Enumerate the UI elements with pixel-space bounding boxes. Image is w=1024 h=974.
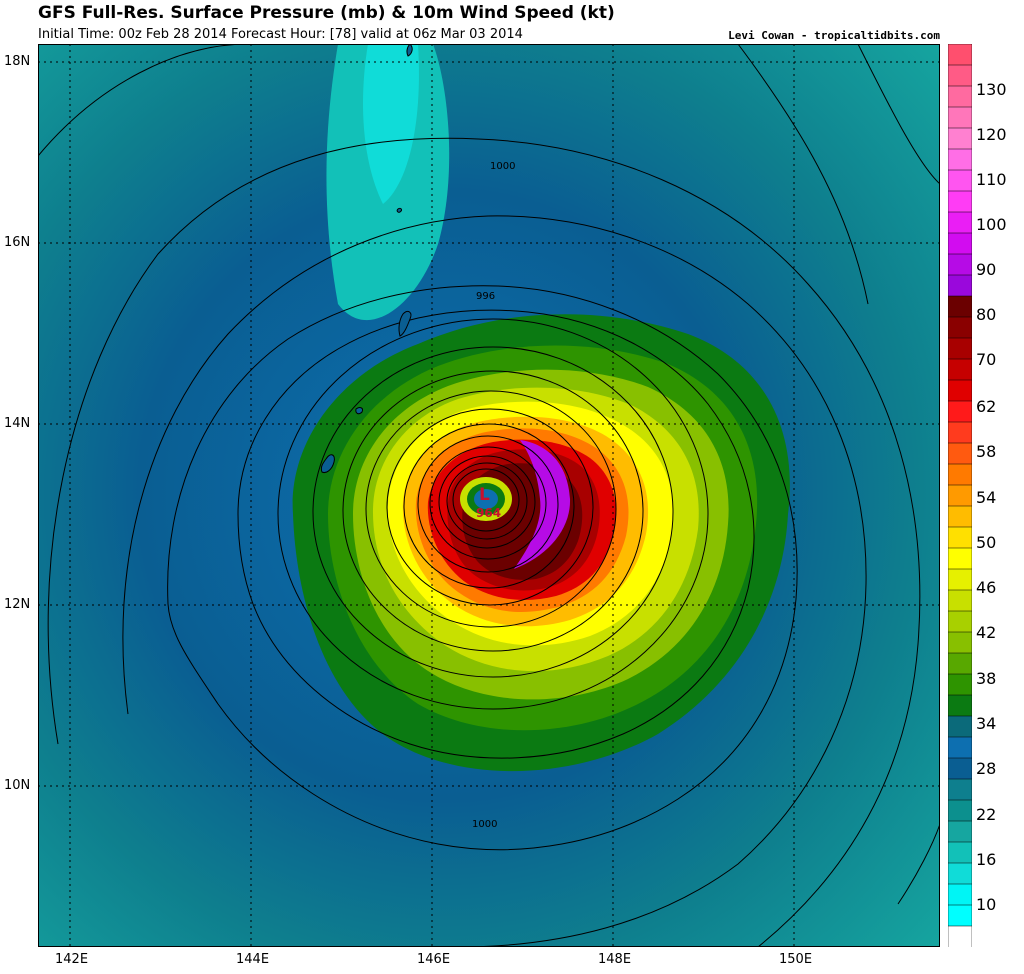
colorbar-label: 28 [976,759,997,778]
colorbar-cell [948,169,972,192]
colorbar-cell [948,736,972,759]
colorbar-label: 46 [976,578,997,597]
colorbar-cell [948,358,972,381]
colorbar-cell [948,379,972,402]
colorbar-label: 130 [976,80,1007,99]
colorbar-cell [948,820,972,843]
map-panel [38,44,940,947]
colorbar-label: 42 [976,623,997,642]
colorbar-cell [948,211,972,234]
colorbar-cell [948,526,972,549]
colorbar-cell [948,148,972,171]
isobar-label-1000-south: 1000 [472,819,498,830]
colorbar-cell [948,862,972,885]
colorbar-cell [948,190,972,213]
colorbar-cell [948,505,972,528]
colorbar-cell [948,904,972,927]
colorbar-label: 50 [976,533,997,552]
colorbar-label: 70 [976,350,997,369]
colorbar-cell [948,547,972,570]
colorbar-cell [948,610,972,633]
lon-label-142e: 142E [55,952,89,967]
lat-label-16n: 16N [4,235,31,250]
eye-center [474,489,498,509]
colorbar-label: 80 [976,305,997,324]
islands [320,44,413,473]
colorbar-cell [948,106,972,129]
map-title: GFS Full-Res. Surface Pressure (mb) & 10… [38,3,615,23]
colorbar-cell [948,274,972,297]
colorbar-cell [948,295,972,318]
lat-label-10n: 10N [4,778,31,793]
colorbar-label: 120 [976,125,1007,144]
wind-70kt [514,440,571,569]
colorbar-cell [948,568,972,591]
lat-label-14n: 14N [4,416,31,431]
colorbar-cell [948,44,972,66]
colorbar-cell [948,694,972,717]
low-center-symbol: L [479,485,490,505]
colorbar-cell [948,421,972,444]
colorbar-label: 16 [976,850,997,869]
low-center-pressure: 964 [476,506,502,520]
colorbar-cell [948,883,972,906]
colorbar-cell [948,652,972,675]
colorbar-cell [948,127,972,150]
colorbar-label: 54 [976,488,997,507]
colorbar-cell [948,925,972,947]
colorbar-cell [948,673,972,696]
colorbar-cell [948,841,972,864]
lat-label-12n: 12N [4,597,31,612]
colorbar-label: 90 [976,260,997,279]
colorbar-cell [948,757,972,780]
lon-label-144e: 144E [236,952,270,967]
colorbar-label: 38 [976,669,997,688]
colorbar-cells [948,44,972,947]
colorbar-cell [948,232,972,255]
colorbar-cell [948,589,972,612]
colorbar-cell [948,64,972,87]
colorbar-cell [948,799,972,822]
colorbar-cell [948,337,972,360]
isobar-label-996: 996 [476,291,496,302]
lat-label-18n: 18N [4,54,31,69]
colorbar-label: 110 [976,170,1007,189]
wind-band-lightcyan [363,44,419,204]
lon-label-146e: 146E [417,952,451,967]
colorbar-label: 62 [976,397,997,416]
colorbar-cell [948,715,972,738]
map-subtitle: Initial Time: 00z Feb 28 2014 Forecast H… [38,27,523,42]
colorbar-cell [948,253,972,276]
colorbar-label: 34 [976,714,997,733]
graticule [38,44,940,947]
colorbar-label: 10 [976,895,997,914]
lon-label-148e: 148E [598,952,632,967]
colorbar-cell [948,316,972,339]
colorbar-label: 58 [976,442,997,461]
colorbar-cell [948,631,972,654]
colorbar-cell [948,778,972,801]
colorbar-cell [948,484,972,507]
colorbar-label: 100 [976,215,1007,234]
credit-text: Levi Cowan - tropicaltidbits.com [728,29,940,42]
colorbar [948,44,972,947]
isobars [38,44,940,947]
colorbar-cell [948,85,972,108]
lon-label-150e: 150E [779,952,813,967]
colorbar-cell [948,400,972,423]
colorbar-cell [948,463,972,486]
colorbar-label: 22 [976,805,997,824]
colorbar-cell [948,442,972,465]
map-frame [38,44,940,947]
isobar-label-1000-north: 1000 [490,161,516,172]
